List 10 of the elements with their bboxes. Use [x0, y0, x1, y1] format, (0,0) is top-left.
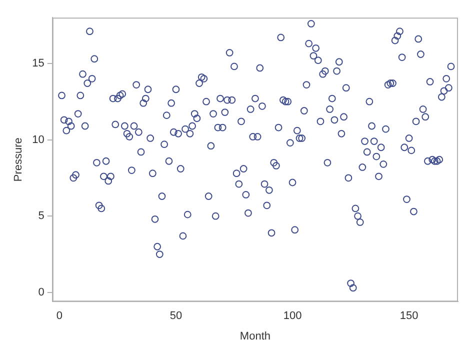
- x-tick-label: 100: [283, 310, 302, 322]
- y-tick-label: 15: [32, 57, 44, 70]
- x-tick-label: 150: [400, 310, 418, 322]
- x-tick-label: 0: [56, 310, 62, 322]
- x-tick-label: 50: [170, 310, 182, 322]
- y-tick-label: 0: [38, 286, 44, 298]
- x-axis-title: Month: [240, 330, 271, 342]
- y-tick-label: 5: [38, 210, 44, 222]
- y-tick-label: 10: [32, 134, 44, 146]
- y-axis-title: Pressure: [12, 138, 25, 182]
